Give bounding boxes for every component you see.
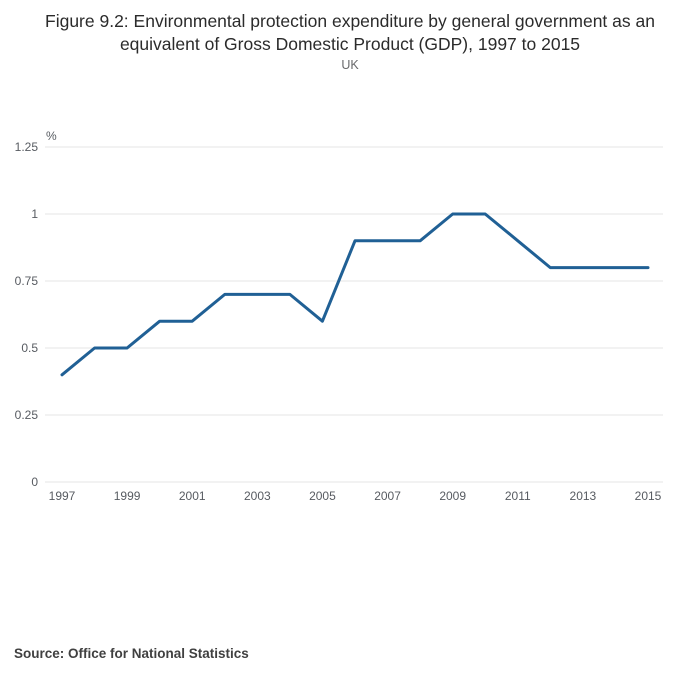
chart-subtitle: UK (341, 58, 359, 72)
x-tick-label: 2015 (635, 489, 662, 503)
line-chart-canvas: 0 0.25 0.5 0.75 1 1.25% 1997 1999 2001 2003 2005 20… (15, 129, 663, 503)
x-tick-label: 1997 (49, 489, 76, 503)
x-tick-label: 2011 (505, 489, 531, 503)
y-tick-label: 0 (31, 475, 38, 489)
x-tick-label: 2005 (309, 489, 336, 503)
x-tick-label: 2009 (439, 489, 466, 503)
data-line-series (60, 212, 650, 377)
x-tick-label: 2013 (570, 489, 597, 503)
x-tick-label: 1999 (114, 489, 141, 503)
y-tick-label: 0.75 (15, 274, 39, 288)
y-tick-label: 1.25 (15, 140, 39, 154)
source-note: Source: Office for National Statistics (14, 646, 249, 661)
y-tick-label: 1 (31, 207, 38, 221)
y-axis-unit-label: % (46, 129, 57, 143)
chart-title: Figure 9.2: Environmental protection exp… (45, 11, 655, 55)
y-tick-label: 0.5 (21, 341, 38, 355)
y-tick-label: 0.25 (15, 408, 39, 422)
x-tick-label: 2007 (374, 489, 401, 503)
x-tick-label: 2003 (244, 489, 271, 503)
x-tick-label: 2001 (179, 489, 206, 503)
